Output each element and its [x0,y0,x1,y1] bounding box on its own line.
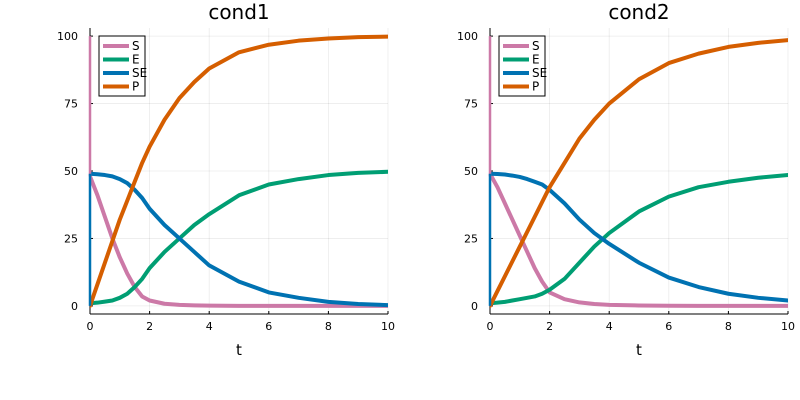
y-tick-label: 0 [71,300,78,313]
chart-title: cond1 [208,0,269,24]
x-axis-label: t [236,341,242,359]
x-tick-label: 2 [546,320,553,333]
series-line-p [490,38,788,308]
y-tick-label: 100 [457,30,478,43]
series-line-se [90,171,388,308]
x-tick-label: 0 [87,320,94,333]
x-tick-label: 4 [206,320,213,333]
y-tick-label: 25 [64,232,78,245]
x-tick-label: 0 [487,320,494,333]
x-tick-label: 6 [665,320,672,333]
chart-title: cond2 [608,0,669,24]
x-tick-label: 10 [781,320,795,333]
legend-label-e: E [132,53,140,67]
y-tick-label: 75 [64,98,78,111]
y-tick-label: 50 [64,165,78,178]
legend-label-e: E [532,53,540,67]
x-tick-label: 8 [725,320,732,333]
legend-label-p: P [132,80,139,94]
y-tick-label: 0 [471,300,478,313]
series-line-p [90,34,388,308]
y-tick-label: 50 [464,165,478,178]
x-tick-label: 8 [325,320,332,333]
series-line-se [490,171,788,303]
y-tick-label: 75 [464,98,478,111]
x-tick-label: 6 [265,320,272,333]
series-line-s [490,171,788,308]
x-axis-label: t [636,341,642,359]
legend-label-s: S [132,39,140,53]
legend-label-p: P [532,80,539,94]
x-tick-label: 2 [146,320,153,333]
series-line-e [90,169,388,306]
y-tick-label: 100 [57,30,78,43]
x-tick-label: 4 [606,320,613,333]
x-tick-label: 10 [381,320,395,333]
series-line-e [490,173,788,306]
legend-label-se: SE [132,66,147,80]
legend-label-se: SE [532,66,547,80]
y-tick-label: 25 [464,232,478,245]
legend-label-s: S [532,39,540,53]
